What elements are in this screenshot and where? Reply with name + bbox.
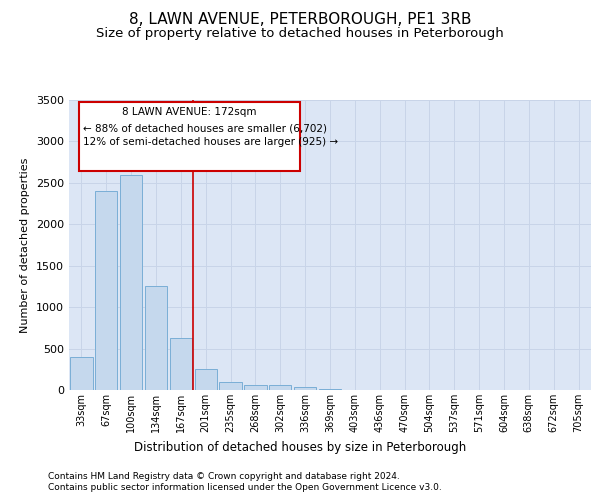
Bar — [294, 387, 316, 390]
Bar — [70, 357, 92, 390]
Text: Contains public sector information licensed under the Open Government Licence v3: Contains public sector information licen… — [48, 484, 442, 492]
Bar — [79, 102, 300, 172]
Bar — [220, 382, 242, 390]
Y-axis label: Number of detached properties: Number of detached properties — [20, 158, 31, 332]
Bar — [120, 174, 142, 390]
Text: Size of property relative to detached houses in Peterborough: Size of property relative to detached ho… — [96, 28, 504, 40]
Text: 8, LAWN AVENUE, PETERBOROUGH, PE1 3RB: 8, LAWN AVENUE, PETERBOROUGH, PE1 3RB — [129, 12, 471, 28]
Bar — [95, 191, 118, 390]
Bar — [319, 389, 341, 390]
Text: 12% of semi-detached houses are larger (925) →: 12% of semi-detached houses are larger (… — [83, 138, 338, 147]
Text: Distribution of detached houses by size in Peterborough: Distribution of detached houses by size … — [134, 441, 466, 454]
Bar — [170, 338, 192, 390]
Text: ← 88% of detached houses are smaller (6,702): ← 88% of detached houses are smaller (6,… — [83, 123, 326, 133]
Bar — [194, 370, 217, 390]
Text: 8 LAWN AVENUE: 172sqm: 8 LAWN AVENUE: 172sqm — [122, 108, 257, 118]
Bar — [244, 384, 266, 390]
Bar — [145, 286, 167, 390]
Bar — [269, 386, 292, 390]
Text: Contains HM Land Registry data © Crown copyright and database right 2024.: Contains HM Land Registry data © Crown c… — [48, 472, 400, 481]
